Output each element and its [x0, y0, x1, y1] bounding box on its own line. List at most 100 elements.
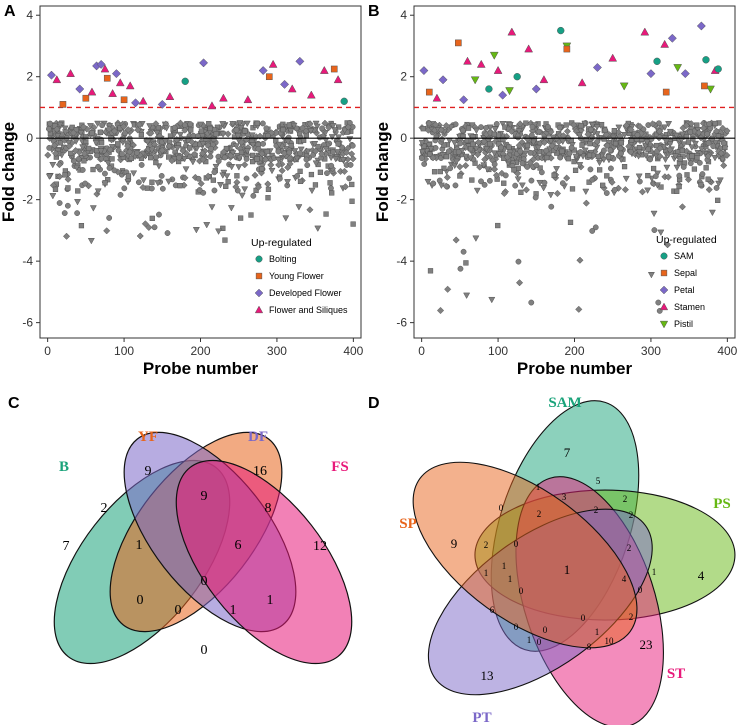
up-regulated-point	[531, 84, 541, 94]
background-point	[645, 146, 651, 152]
venn-region-count: 6	[235, 538, 242, 553]
background-point	[52, 149, 60, 157]
up-regulated-point	[87, 87, 97, 96]
background-point	[469, 177, 475, 183]
background-point	[318, 150, 326, 158]
background-point	[74, 199, 82, 206]
background-point	[274, 157, 282, 164]
background-point	[582, 199, 590, 207]
background-point	[347, 161, 354, 168]
background-point	[134, 149, 140, 156]
background-point	[322, 146, 330, 153]
venn-region-count: 0	[514, 622, 519, 632]
background-point	[203, 222, 211, 229]
venn-unique-count: 9	[451, 536, 458, 551]
venn-region-count: 2	[594, 505, 599, 515]
background-point	[237, 124, 245, 132]
background-point	[210, 177, 216, 183]
up-regulated-point	[432, 93, 442, 102]
background-point	[723, 151, 731, 159]
background-point	[199, 155, 207, 164]
background-point	[302, 127, 310, 135]
background-point	[310, 152, 317, 158]
background-point	[515, 128, 523, 135]
background-point	[187, 121, 194, 127]
background-point	[430, 180, 437, 187]
background-point	[492, 137, 500, 145]
background-point	[538, 169, 545, 176]
background-point	[159, 185, 166, 192]
up-regulated-point	[498, 90, 508, 100]
venn-ellipse-sp	[412, 461, 638, 649]
background-point	[622, 175, 630, 183]
background-point	[559, 180, 566, 187]
background-point	[418, 149, 426, 156]
background-point	[487, 141, 493, 147]
background-point	[79, 144, 87, 151]
up-regulated-point	[476, 59, 486, 68]
background-point	[147, 129, 155, 137]
background-point	[229, 121, 237, 128]
background-point	[56, 172, 64, 181]
background-point	[349, 142, 356, 149]
background-point	[579, 142, 585, 148]
background-point	[228, 164, 236, 171]
background-point	[335, 134, 343, 141]
background-point	[211, 169, 218, 176]
background-point	[696, 159, 703, 166]
background-point	[712, 120, 718, 127]
background-point	[275, 161, 283, 169]
venn-region-count: 1	[595, 627, 600, 637]
background-point	[313, 123, 321, 131]
legend-item-label: Young Flower	[269, 271, 324, 281]
background-point	[208, 204, 216, 211]
background-point	[46, 125, 52, 132]
up-regulated-point	[333, 75, 343, 84]
up-regulated-point	[181, 77, 189, 85]
background-point	[232, 143, 240, 150]
background-point	[680, 164, 687, 170]
background-point	[553, 166, 561, 173]
up-regulated-point	[459, 95, 469, 105]
venn-region-count: 0	[514, 539, 519, 549]
background-point	[339, 157, 347, 164]
background-point	[463, 292, 471, 300]
background-point	[459, 127, 466, 134]
background-point	[536, 179, 544, 187]
background-point	[52, 186, 59, 192]
background-point	[719, 124, 727, 132]
x-tick-label: 300	[267, 344, 287, 358]
background-point	[65, 185, 71, 191]
venn-region-count: 0	[499, 503, 504, 513]
background-point	[181, 155, 189, 163]
background-point	[677, 156, 683, 162]
background-point	[705, 186, 713, 194]
background-point	[418, 155, 425, 162]
up-regulated-point	[608, 53, 618, 62]
background-point	[308, 171, 315, 178]
background-point	[711, 155, 719, 162]
background-point	[223, 145, 230, 152]
background-point	[529, 123, 536, 130]
background-point	[656, 133, 664, 141]
background-point	[49, 161, 57, 169]
up-regulated-point	[489, 51, 499, 60]
background-point	[176, 154, 182, 161]
background-point	[72, 138, 80, 145]
background-point	[694, 155, 700, 161]
background-point	[135, 179, 142, 186]
background-point	[221, 154, 228, 161]
venn-region-count: 4	[622, 574, 627, 584]
background-point	[563, 122, 569, 128]
background-point	[481, 181, 488, 188]
background-point	[506, 144, 512, 150]
background-point	[334, 149, 342, 156]
background-point	[635, 173, 643, 180]
background-point	[341, 127, 349, 135]
background-point	[478, 178, 484, 185]
background-point	[452, 182, 459, 189]
background-point	[553, 189, 562, 198]
background-point	[608, 178, 616, 186]
background-point	[138, 132, 144, 138]
